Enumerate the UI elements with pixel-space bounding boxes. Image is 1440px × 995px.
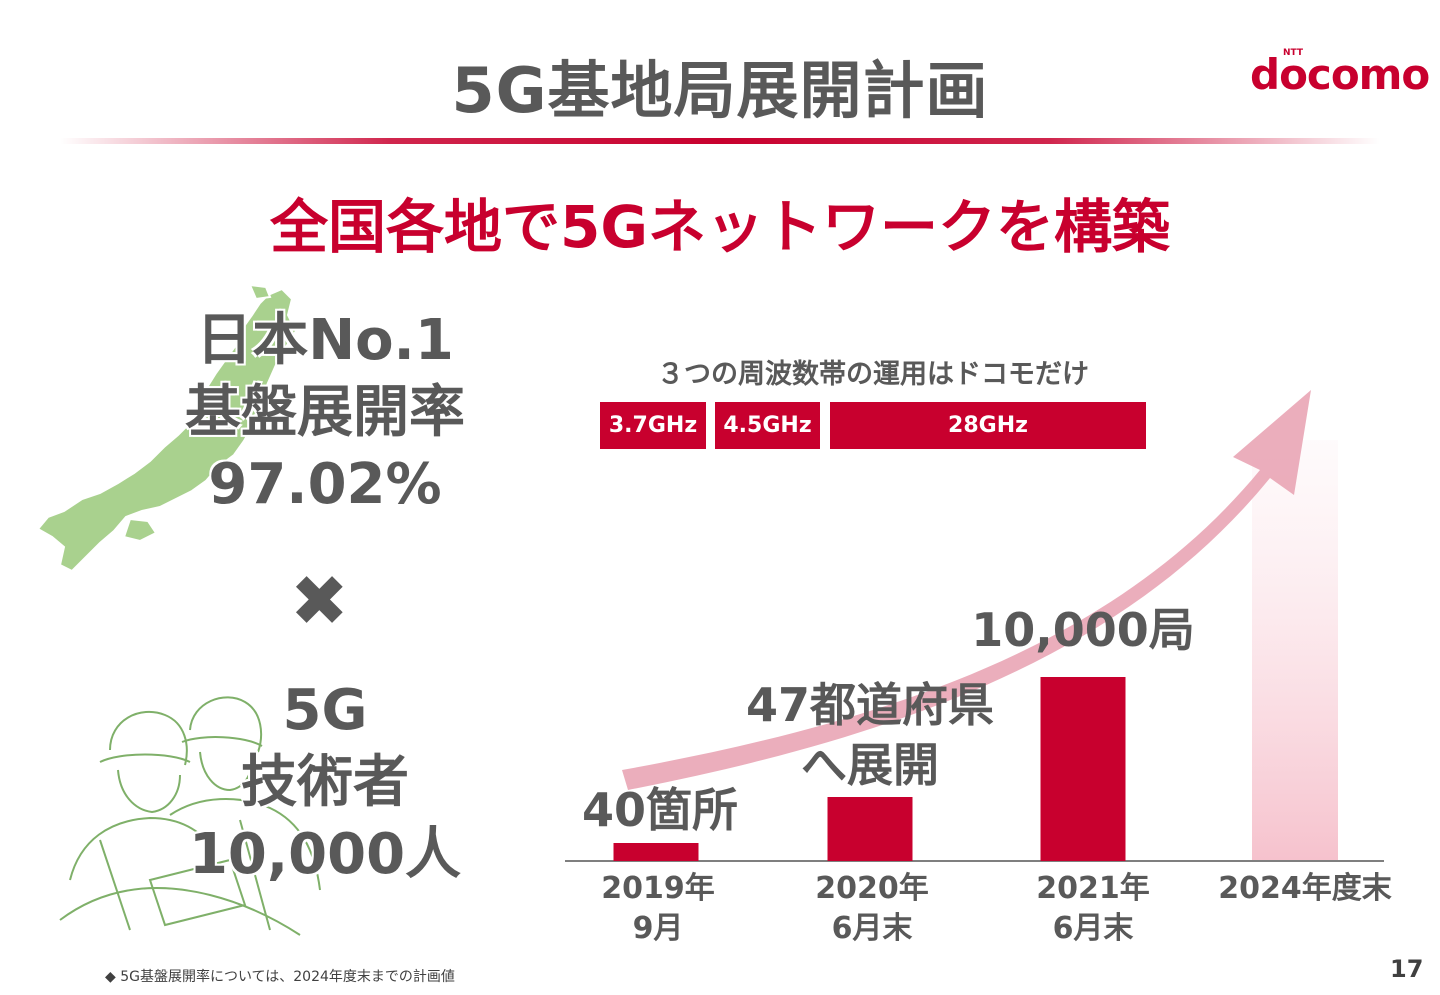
coverage-stat-line1: 日本No.1: [196, 308, 454, 373]
bar-0: [613, 843, 699, 861]
coverage-stat: 日本No.1 基盤展開率 97.02%: [150, 305, 500, 521]
future-column-2024: [1252, 440, 1338, 860]
band-4-5ghz: 4.5GHz: [715, 402, 820, 449]
x-tick-label-line: 9月: [632, 911, 684, 946]
ntt-logo-text: NTT: [1283, 48, 1304, 58]
bar-label-line: 40箇所: [581, 783, 738, 837]
x-tick-label-0: 2019年 9月: [548, 869, 768, 949]
engineers-stat: 5G 技術者 10,000人: [150, 675, 500, 891]
docomo-logo: docomo: [1250, 50, 1430, 99]
bar-label-0: 40箇所: [480, 780, 840, 840]
times-icon: ✖: [290, 560, 349, 642]
coverage-stat-line2: 基盤展開率: [185, 380, 465, 445]
title-divider: [60, 138, 1380, 144]
x-tick-label-3: 2024年度末: [1195, 869, 1415, 909]
bar-2: [1040, 677, 1126, 861]
engineers-illustration-icon: [59, 696, 321, 936]
bar-label-line: へ展開: [801, 738, 939, 792]
japan-map-icon: [36, 285, 298, 573]
engineers-stat-line2: 技術者: [241, 750, 409, 815]
x-tick-label-line: 2021年: [1036, 871, 1150, 906]
x-tick-label-line: 2019年: [601, 871, 715, 906]
band-3-7ghz: 3.7GHz: [600, 402, 706, 449]
page-title: 5G基地局展開計画: [451, 54, 989, 127]
bar-label-line: 10,000局: [971, 603, 1195, 657]
x-tick-label-1: 2020年 6月末: [762, 869, 982, 949]
bar-label-2: 10,000局: [903, 600, 1263, 660]
x-tick-label-line: 6月末: [831, 911, 913, 946]
x-tick-label-line: 2020年: [815, 871, 929, 906]
x-tick-label-line: 6月末: [1052, 911, 1134, 946]
bars-group: [613, 677, 1126, 861]
footnote: ◆ 5G基盤展開率については、2024年度末までの計画値: [105, 969, 455, 985]
bar-label-1: 47都道府県 へ展開: [690, 675, 1050, 795]
frequency-caption: ３つの周波数帯の運用はドコモだけ: [657, 359, 1089, 390]
engineers-stat-value: 10,000人: [188, 822, 462, 887]
headline: 全国各地で5Gネットワークを構築: [270, 193, 1170, 261]
bar-1: [827, 797, 913, 861]
band-28ghz: 28GHz: [830, 402, 1146, 449]
engineers-stat-line1: 5G: [282, 678, 368, 743]
coverage-stat-value: 97.02%: [208, 452, 442, 517]
bar-label-line: 47都道府県: [745, 678, 994, 732]
x-tick-label-line: 2024年度末: [1218, 871, 1392, 906]
page-number: 17: [1390, 955, 1424, 983]
x-tick-label-2: 2021年 6月末: [983, 869, 1203, 949]
